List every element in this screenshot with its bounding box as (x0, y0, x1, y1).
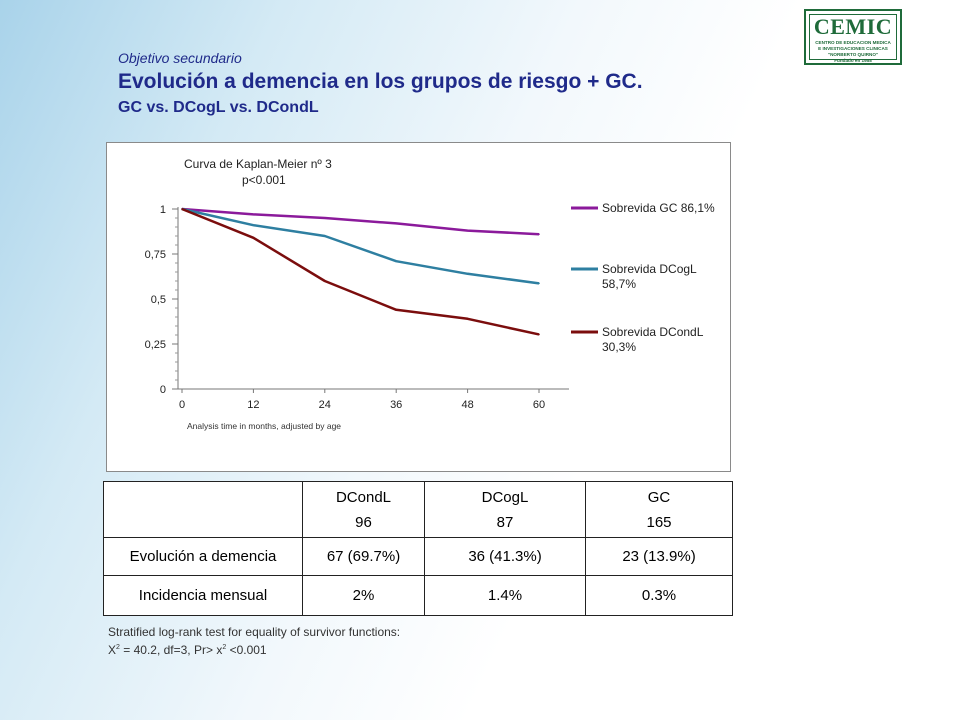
data-point (466, 318, 469, 320)
x-tick-label: 60 (533, 399, 545, 411)
legend-label: Sobrevida DCondL 30,3% (602, 325, 704, 354)
y-tick-label: 0,5 (151, 294, 166, 306)
x-tick-label: 24 (319, 399, 331, 411)
table-cell: 2% (302, 575, 425, 616)
group-name: GC (647, 488, 671, 506)
legend-label-line: 58,7% (602, 277, 636, 291)
table-cell: 1.4% (424, 575, 586, 616)
data-point (538, 282, 540, 285)
logo-line-4: Fundado en 1958 (834, 58, 872, 63)
cemic-logo: CEMIC CENTRO DE EDUCACION MEDICA E INVES… (804, 9, 902, 65)
page-title: Evolución a demencia en los grupos de ri… (118, 70, 643, 93)
footnote: Stratified log-rank test for equality of… (108, 625, 400, 658)
data-point (252, 213, 255, 216)
table-row: Incidencia mensual 2% 1.4% 0.3% (103, 575, 733, 616)
legend-label-line: Sobrevida DCogL (602, 262, 697, 276)
x-tick-label: 36 (390, 399, 402, 411)
footnote-sup-1: 2 (116, 644, 120, 651)
table-header-cell: GC 165 (585, 481, 733, 538)
table-cell: 23 (13.9%) (585, 537, 733, 576)
series-line (181, 207, 540, 236)
table-header-row: DCondL 96 DCogL 87 GC 165 (103, 481, 733, 538)
series-line (181, 207, 540, 285)
chart-series-lines (181, 207, 540, 336)
table-header-cell: DCogL 87 (424, 481, 586, 538)
x-axis-label: Analysis time in months, adjusted by age (187, 421, 341, 431)
group-count: 87 (496, 513, 514, 531)
logo-line-2: E INVESTIGACIONES CLINICAS (818, 46, 888, 51)
series-line (181, 207, 540, 336)
data-point (324, 235, 326, 237)
footnote-sup-2: 2 (222, 644, 227, 651)
kicker-text: Objetivo secundario (118, 50, 242, 66)
logo-line-1: CENTRO DE EDUCACION MEDICA (815, 40, 891, 45)
footnote-p: <0.001 (226, 643, 267, 657)
row-label: Evolución a demencia (103, 537, 303, 576)
x-tick-label: 48 (461, 399, 473, 411)
footnote-line-1: Stratified log-rank test for equality of… (108, 625, 401, 639)
kaplan-meier-chart: Curva de Kaplan-Meier nº 3 p<0.001 Analy… (106, 142, 731, 472)
row-label: Incidencia mensual (103, 575, 303, 616)
logo-line-3: "NORBERTO QUIRNO" (827, 52, 879, 57)
data-point (324, 280, 326, 282)
table-row: Evolución a demencia 67 (69.7%) 36 (41.3… (103, 537, 733, 576)
footnote-line-2: X2 = 40.2, df=3, Pr> x2 <0.001 (108, 640, 400, 658)
x-tick-label: 12 (247, 399, 259, 411)
legend-label-line: Sobrevida DCondL (602, 325, 704, 339)
group-name: DCondL (335, 488, 392, 506)
data-point (395, 309, 398, 311)
logo-name: CEMIC (813, 14, 893, 39)
table-cell: 0.3% (585, 575, 733, 616)
y-tick-label: 0 (160, 384, 166, 396)
y-tick-label: 1 (160, 204, 166, 216)
table-header-cell: DCondL 96 (302, 481, 425, 538)
data-point (538, 233, 540, 235)
chart-legend: Sobrevida GC 86,1%Sobrevida DCogL 58,7%So… (571, 201, 715, 354)
data-point (181, 208, 183, 210)
data-point (324, 217, 326, 219)
data-point (466, 229, 469, 232)
chart-axes: 0 0,25 0,5 0,75 1 0 12 24 36 48 60 (145, 204, 569, 411)
data-point (252, 237, 255, 239)
table-cell: 67 (69.7%) (302, 537, 425, 576)
footnote-x: X (108, 643, 117, 657)
chart-svg: Curva de Kaplan-Meier nº 3 p<0.001 Analy… (145, 157, 715, 431)
page-subtitle: GC vs. DCogL vs. DCondL (118, 99, 319, 116)
group-count: 96 (355, 513, 372, 531)
results-table: DCondL 96 DCogL 87 GC 165 Evolución a de… (103, 481, 733, 616)
logo-inner-border (809, 14, 897, 60)
table-cell: 36 (41.3%) (424, 537, 586, 576)
data-point (395, 260, 398, 262)
data-point (252, 224, 255, 226)
legend-label-line: 30,3% (602, 340, 636, 354)
y-tick-label: 0,25 (145, 339, 166, 351)
data-point (395, 222, 398, 225)
chart-subtitle: p<0.001 (242, 173, 286, 187)
table-corner-cell (103, 481, 303, 538)
group-name: DCogL (481, 488, 529, 506)
group-count: 165 (646, 513, 672, 531)
x-tick-label: 0 (179, 399, 185, 411)
legend-label: Sobrevida DCogL 58,7% (602, 262, 697, 291)
y-tick-label: 0,75 (145, 249, 166, 261)
footnote-stat: = 40.2, df=3, Pr> x (119, 643, 223, 657)
data-point (538, 333, 540, 336)
legend-label: Sobrevida GC 86,1% (602, 201, 715, 215)
data-point (466, 273, 469, 275)
chart-title: Curva de Kaplan-Meier nº 3 (184, 157, 332, 171)
